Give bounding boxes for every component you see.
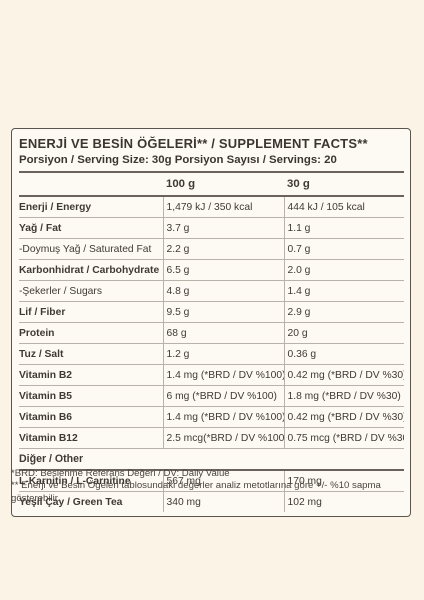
nutrient-name: Vitamin B6 (19, 406, 163, 428)
nutrient-name: -Şekerler / Sugars (19, 280, 163, 302)
table-header-row: 100 g 30 g (19, 173, 404, 197)
table-row: -Şekerler / Sugars 4.8 g 1.4 g (19, 280, 404, 302)
supplement-facts-panel: ENERJİ VE BESİN ÖĞELERİ** / SUPPLEMENT F… (11, 128, 411, 517)
table-row: Protein 68 g 20 g (19, 322, 404, 344)
table-row: Vitamin B12 2.5 mcg(*BRD / DV %100) 0.75 m… (19, 427, 404, 449)
nutrient-name: Vitamin B5 (19, 385, 163, 407)
value-30g: 0.42 mg (*BRD / DV %30) (283, 364, 404, 386)
table-row: Yağ / Fat 3.7 g 1.1 g (19, 217, 404, 239)
header-100g: 100 g (163, 173, 284, 197)
value-30g: 0.36 g (283, 343, 404, 365)
nutrient-name: Tuz / Salt (19, 343, 163, 365)
serving-info: Porsiyon / Serving Size: 30g Porsiyon Sa… (19, 152, 404, 173)
section-empty-cell (163, 448, 284, 471)
value-30g: 0.75 mcg (*BRD / DV %30) (283, 427, 404, 449)
value-30g: 1.1 g (283, 217, 404, 239)
table-row: Karbonhidrat / Carbohydrate 6.5 g 2.0 g (19, 259, 404, 281)
value-100g: 6 mg (*BRD / DV %100) (162, 385, 284, 407)
value-100g: 1.2 g (162, 343, 284, 365)
nutrient-name: L-Karnitin / L-Carnitine (19, 470, 163, 492)
value-30g: 0.42 mg (*BRD / DV %30) (283, 406, 404, 428)
value-30g: 2.0 g (283, 259, 404, 281)
nutrient-name: Yağ / Fat (19, 217, 163, 239)
table-row: Tuz / Salt 1.2 g 0.36 g (19, 343, 404, 365)
table-row: Vitamin B2 1.4 mg (*BRD / DV %100) 0.42 mg… (19, 364, 404, 386)
value-30g: 444 kJ / 105 kcal (283, 196, 404, 218)
footnote-brd: *BRD: Beslenme Referans Değeri / DV: Dai… (11, 468, 230, 479)
nutrient-name: Vitamin B12 (19, 427, 163, 449)
footnotes: *BRD: Beslenme Referans Değeri / DV: Dai… (11, 468, 411, 505)
value-100g: 2.5 mcg(*BRD / DV %100) (162, 427, 284, 449)
table-row: Enerji / Energy 1,479 kJ / 350 kcal 444 kJ… (19, 196, 404, 218)
section-row-other: Diğer / Other (19, 448, 404, 471)
table-row: Vitamin B5 6 mg (*BRD / DV %100) 1.8 mg (*… (19, 385, 404, 407)
value-100g: 68 g (162, 322, 284, 344)
section-empty-cell (284, 448, 404, 471)
header-nutrient (19, 173, 163, 197)
value-30g: 2.9 g (283, 301, 404, 323)
value-100g: 1.4 mg (*BRD / DV %100) (162, 406, 284, 428)
nutrition-table: 100 g 30 g Enerji / Energy 1,479 kJ / 350… (19, 173, 404, 512)
value-100g: 9.5 g (162, 301, 284, 323)
value-100g: 2.2 g (162, 238, 284, 260)
nutrient-name: Yeşil Çay / Green Tea (19, 496, 123, 508)
nutrient-name: Enerji / Energy (19, 196, 163, 218)
table-row: Vitamin B6 1.4 mg (*BRD / DV %100) 0.42 mg… (19, 406, 404, 428)
table-row: Yeşil Çay / Green Tea 340 mg 102 mg (19, 491, 404, 512)
nutrient-name: Protein (19, 322, 163, 344)
nutrient-name: -Doymuş Yağ / Saturated Fat (19, 238, 163, 260)
footnote-tolerance: ** Enerji ve Besin Ögeleri tablosundaki … (11, 480, 381, 504)
value-100g: 1,479 kJ / 350 kcal (162, 196, 284, 218)
table-row: Lif / Fiber 9.5 g 2.9 g (19, 301, 404, 323)
nutrient-name: Vitamin B2 (19, 364, 163, 386)
table-row: -Doymuş Yağ / Saturated Fat 2.2 g 0.7 g (19, 238, 404, 260)
nutrient-name: Karbonhidrat / Carbohydrate (19, 259, 163, 281)
value-100g: 567 mg (162, 470, 284, 492)
value-30g: 102 mg (283, 491, 404, 512)
section-label: Diğer / Other (19, 448, 163, 471)
value-30g: 1.4 g (283, 280, 404, 302)
value-100g: 4.8 g (162, 280, 284, 302)
header-30g: 30 g (284, 173, 404, 197)
value-100g: 3.7 g (162, 217, 284, 239)
value-30g: 0.7 g (283, 238, 404, 260)
table-row: L-Karnitin / L-Carnitine 567 mg 170 mg (19, 470, 404, 492)
value-100g: 1.4 mg (*BRD / DV %100) (162, 364, 284, 386)
nutrient-name: Lif / Fiber (19, 301, 163, 323)
value-30g: 170 mg (283, 470, 404, 492)
value-30g: 20 g (283, 322, 404, 344)
panel-title: ENERJİ VE BESİN ÖĞELERİ** / SUPPLEMENT F… (19, 136, 368, 151)
value-100g: 340 mg (162, 491, 284, 512)
value-100g: 6.5 g (162, 259, 284, 281)
value-30g: 1.8 mg (*BRD / DV %30) (283, 385, 404, 407)
